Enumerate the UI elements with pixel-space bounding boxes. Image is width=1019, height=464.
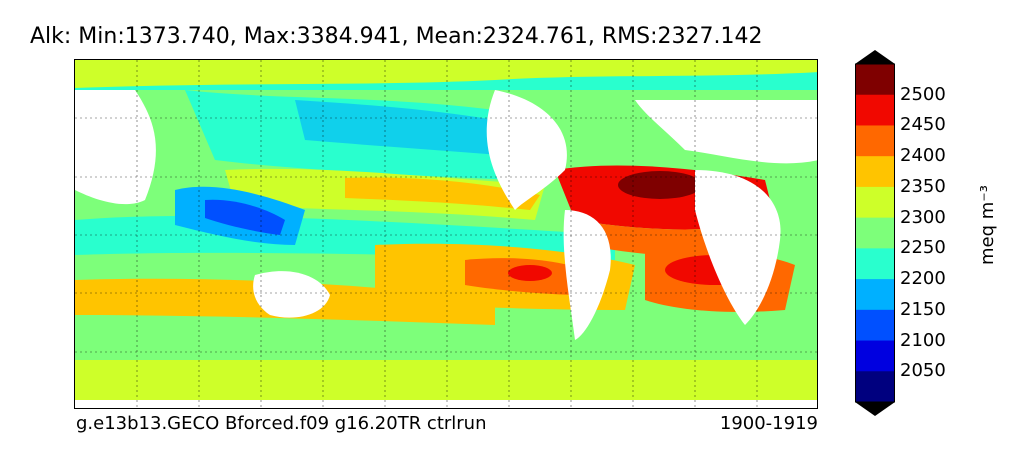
north-america-landmass xyxy=(486,90,567,210)
australia-landmass xyxy=(253,271,330,318)
colorbar-extend-min xyxy=(855,402,895,416)
north-pacific-cold xyxy=(295,100,500,155)
colorbar-tick-label: 2100 xyxy=(900,329,946,351)
subtropical-high xyxy=(345,177,540,210)
colorbar xyxy=(855,50,895,416)
run-caption: g.e13b13.GECO Bforced.f09 g16.20TR ctrlr… xyxy=(76,413,487,434)
colorbar-tick-label: 2450 xyxy=(900,114,946,136)
colorbar-tick-label: 2250 xyxy=(900,237,946,259)
colorbar-segment xyxy=(855,309,895,342)
colorbar-segment xyxy=(855,64,895,96)
map-canvas xyxy=(75,60,817,408)
colorbar-extend-max xyxy=(855,50,895,64)
colorbar-segment xyxy=(855,94,895,126)
antarctica-landmass xyxy=(75,400,817,408)
colorbar-tick-label: 2400 xyxy=(900,145,946,167)
colorbar-tick-label: 2200 xyxy=(900,268,946,290)
indonesian-core xyxy=(205,199,285,235)
colorbar-segment xyxy=(855,340,895,372)
map-title: Alk: Min:1373.740, Max:3384.941, Mean:23… xyxy=(30,24,763,49)
colorbar-segment xyxy=(855,217,895,249)
alkalinity-map xyxy=(74,59,818,409)
south-pacific-max xyxy=(508,265,552,281)
colorbar-units: meq m⁻³ xyxy=(977,185,998,266)
colorbar-tick-label: 2050 xyxy=(900,360,946,382)
period-caption: 1900-1919 xyxy=(719,413,818,434)
colorbar-tick-label: 2350 xyxy=(900,175,946,197)
colorbar-segment xyxy=(855,279,895,311)
north-atlantic-max xyxy=(618,171,702,199)
colorbar-segment xyxy=(855,248,895,280)
africa-landmass xyxy=(695,170,781,325)
arctic-band xyxy=(75,60,817,88)
colorbar-segment xyxy=(855,156,895,188)
colorbar-tick-label: 2300 xyxy=(900,206,946,228)
map-gridlines xyxy=(75,60,817,408)
colorbar-tick-label: 2500 xyxy=(900,83,946,105)
asia-landmass xyxy=(75,90,156,205)
south-america-landmass xyxy=(563,210,611,340)
colorbar-border xyxy=(855,63,895,403)
colorbar-segment xyxy=(855,186,895,219)
colorbar-segment xyxy=(855,371,895,403)
colorbar-segment xyxy=(855,125,895,157)
europe-landmass xyxy=(635,100,817,164)
colorbar-tick-label: 2150 xyxy=(900,298,946,320)
